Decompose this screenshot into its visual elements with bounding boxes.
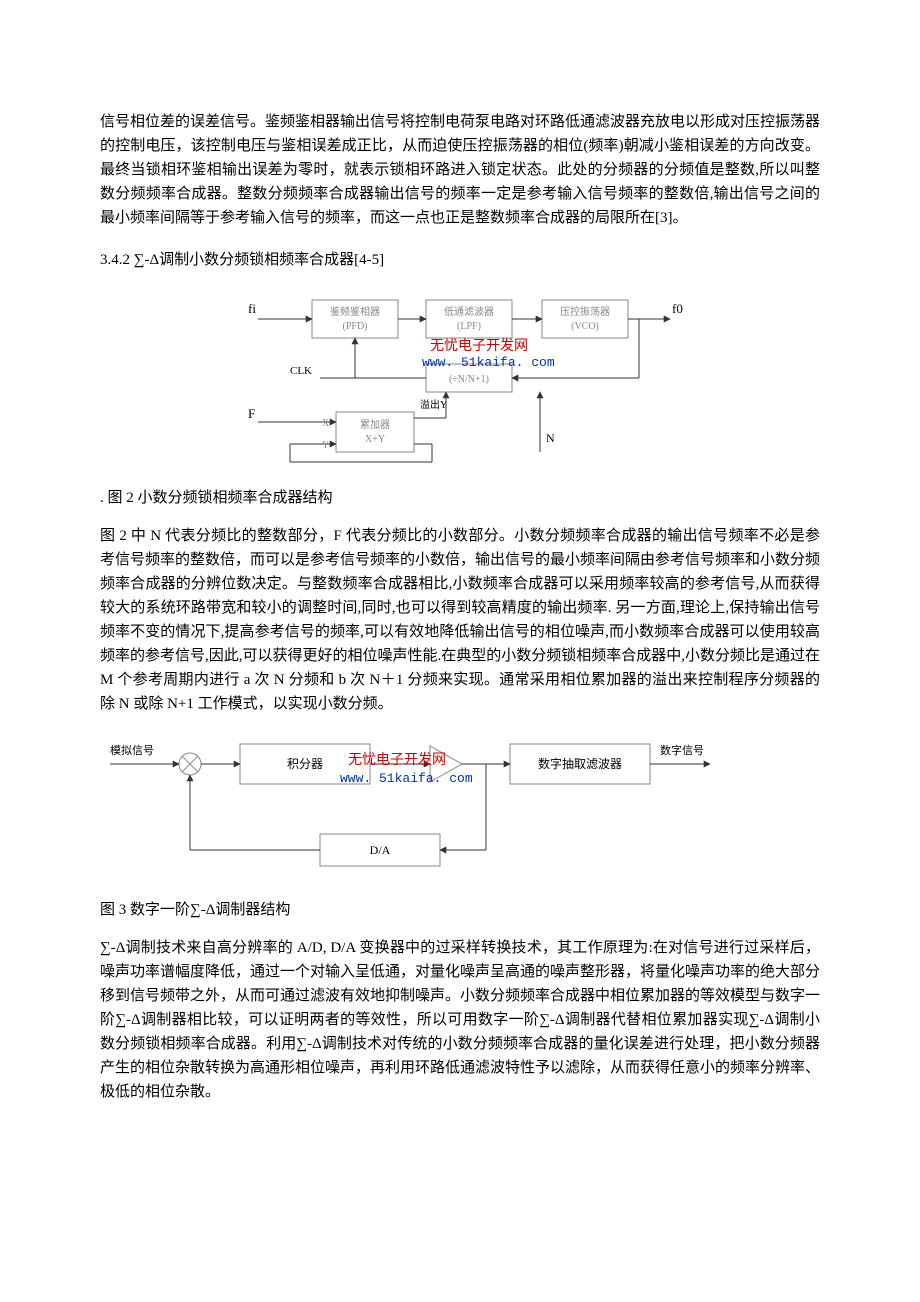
svg-text:(÷N/N+1): (÷N/N+1): [449, 374, 489, 385]
section-3-4-2-title: 3.4.2 ∑-Δ调制小数分频锁相频率合成器[4-5]: [100, 248, 820, 272]
svg-text:Y: Y: [322, 440, 329, 451]
figure-3: 模拟信号积分器 数字抽取滤波器 数字信号 D/A 无忧电子开发网 www. 51kaifa…: [100, 724, 820, 892]
svg-text:压控振荡器: 压控振荡器: [560, 305, 610, 318]
svg-text:CLK: CLK: [290, 365, 312, 377]
figure-2-svg: 鉴频鉴相器 (PFD) 低通滤波器 (LPF) 压控振荡器 (VCO) (÷N/N+1) 累加…: [230, 282, 690, 472]
svg-text:模拟信号: 模拟信号: [110, 743, 154, 757]
svg-text:(LPF): (LPF): [457, 321, 481, 332]
svg-text:F: F: [248, 406, 255, 421]
svg-text:鉴频鉴相器: 鉴频鉴相器: [330, 305, 380, 318]
svg-text:N: N: [546, 431, 555, 445]
figure-2-caption: . 图 2 小数分频锁相频率合成器结构: [100, 486, 820, 510]
svg-text:fi: fi: [248, 301, 256, 316]
para-3: 图 2 中 N 代表分频比的整数部分，F 代表分频比的小数部分。小数分频频率合成…: [100, 524, 820, 716]
svg-text:累加器: 累加器: [360, 419, 390, 431]
svg-text:f0: f0: [672, 301, 683, 316]
svg-text:溢出Y: 溢出Y: [420, 398, 447, 411]
para-1: 信号相位差的误差信号。鉴频鉴相器输出信号将控制电荷泵电路对环路低通滤波器充放电以…: [100, 110, 820, 230]
figure-2: 鉴频鉴相器 (PFD) 低通滤波器 (LPF) 压控振荡器 (VCO) (÷N/N+1) 累加…: [100, 282, 820, 480]
svg-text:X: X: [322, 418, 330, 429]
svg-text:www. 51kaifa. com: www. 51kaifa. com: [340, 771, 473, 786]
svg-text:www. 51kaifa. com: www. 51kaifa. com: [422, 355, 555, 370]
svg-text:数字信号: 数字信号: [660, 743, 704, 757]
svg-text:(VCO): (VCO): [571, 321, 599, 332]
svg-text:积分器: 积分器: [287, 757, 323, 771]
svg-text:(PFD): (PFD): [342, 321, 367, 332]
svg-text:无忧电子开发网: 无忧电子开发网: [348, 752, 446, 768]
para-4: ∑-Δ调制技术来自高分辨率的 A/D, D/A 变换器中的过采样转换技术，其工作…: [100, 936, 820, 1104]
svg-text:数字抽取滤波器: 数字抽取滤波器: [538, 756, 622, 771]
figure-3-caption: 图 3 数字一阶∑-Δ调制器结构: [100, 898, 820, 922]
figure-3-svg: 模拟信号积分器 数字抽取滤波器 数字信号 D/A 无忧电子开发网 www. 51kaifa…: [100, 724, 720, 884]
page: 信号相位差的误差信号。鉴频鉴相器输出信号将控制电荷泵电路对环路低通滤波器充放电以…: [0, 0, 920, 1172]
svg-text:无忧电子开发网: 无忧电子开发网: [430, 338, 528, 354]
svg-text:低通滤波器: 低通滤波器: [444, 305, 494, 318]
svg-text:D/A: D/A: [370, 843, 391, 857]
svg-text:X+Y: X+Y: [365, 434, 385, 445]
